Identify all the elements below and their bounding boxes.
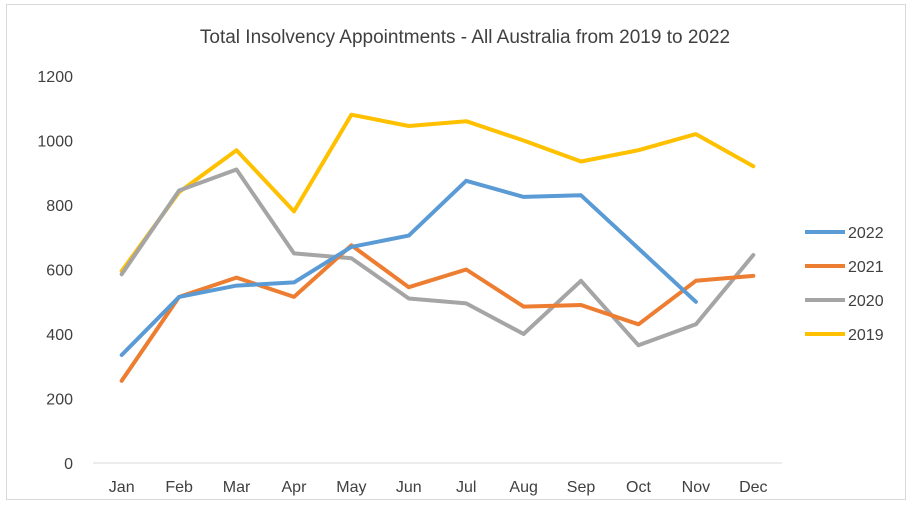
y-tick-label: 1200 [37, 69, 73, 86]
x-axis-ticks: Jan Feb Mar Apr May Jun Jul Aug Sep Oct Nov Dec [109, 479, 768, 496]
legend-label-2020: 2020 [848, 293, 884, 310]
series-line-2021 [119, 243, 756, 383]
x-tick-label: Jul [456, 479, 476, 496]
line-chart: Total Insolvency Appointments - All Aust… [37, 27, 884, 496]
chart-title: Total Insolvency Appointments - All Aust… [200, 27, 730, 48]
y-tick-label: 200 [46, 392, 73, 409]
chart-frame: Total Insolvency Appointments - All Aust… [6, 4, 906, 500]
x-tick-label: Mar [223, 479, 251, 496]
x-tick-label: Oct [626, 479, 651, 496]
x-tick-label: Sep [567, 479, 596, 496]
x-tick-label: May [336, 479, 366, 496]
series-lines [119, 112, 756, 383]
x-tick-label: Jan [109, 479, 135, 496]
legend: 2022 2021 2020 2019 [805, 225, 884, 344]
x-tick-label: Apr [282, 479, 308, 496]
x-tick-label: Dec [739, 479, 767, 496]
legend-label-2019: 2019 [848, 327, 884, 344]
y-tick-label: 800 [46, 198, 73, 215]
x-tick-label: Aug [509, 479, 537, 496]
series-line-2022 [119, 178, 698, 357]
y-axis-ticks: 0 200 400 600 800 1000 1200 [37, 69, 73, 473]
y-tick-label: 400 [46, 327, 73, 344]
x-tick-label: Jun [396, 479, 422, 496]
x-tick-label: Nov [682, 479, 710, 496]
y-tick-label: 600 [46, 263, 73, 280]
series-line-2020 [119, 167, 756, 348]
y-tick-label: 1000 [37, 134, 73, 151]
series-line-2019 [119, 112, 756, 274]
y-tick-label: 0 [64, 456, 73, 473]
x-tick-label: Feb [165, 479, 193, 496]
legend-label-2021: 2021 [848, 259, 884, 276]
legend-label-2022: 2022 [848, 225, 884, 242]
